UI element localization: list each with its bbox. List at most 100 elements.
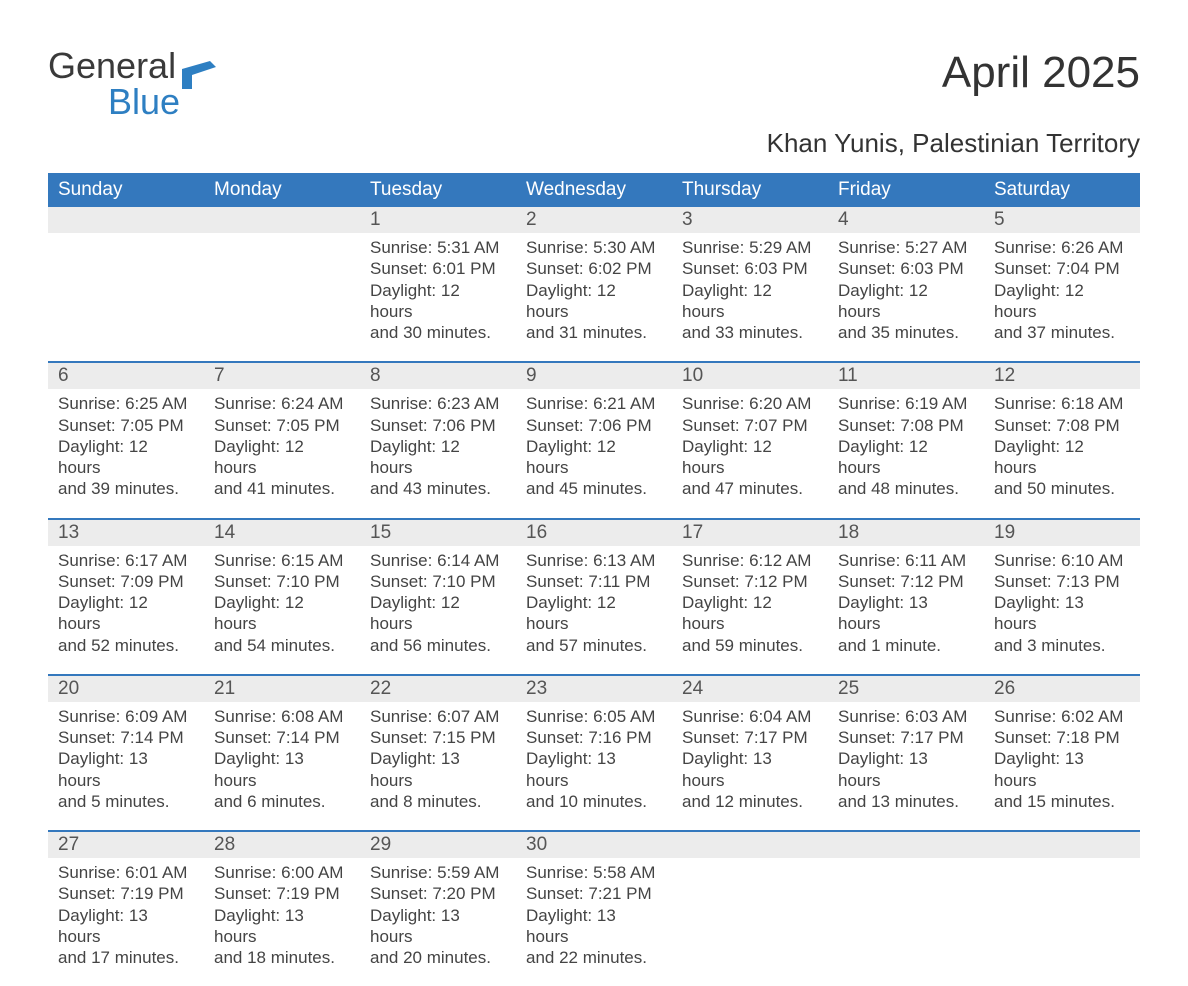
day-body: Sunrise: 6:09 AMSunset: 7:14 PMDaylight:…: [48, 702, 204, 812]
day-daylight1: Daylight: 12 hours: [526, 280, 662, 323]
day-number: [672, 832, 828, 858]
day-sunrise: Sunrise: 6:03 AM: [838, 706, 974, 727]
day-daylight1: Daylight: 12 hours: [370, 436, 506, 479]
day-sunrise: Sunrise: 6:05 AM: [526, 706, 662, 727]
day-daylight1: Daylight: 12 hours: [370, 592, 506, 635]
day-sunset: Sunset: 7:19 PM: [58, 883, 194, 904]
day-daylight1: Daylight: 13 hours: [682, 748, 818, 791]
day-cell: 6Sunrise: 6:25 AMSunset: 7:05 PMDaylight…: [48, 363, 204, 517]
weekday-header: Saturday: [984, 173, 1140, 207]
day-daylight2: and 20 minutes.: [370, 947, 506, 968]
day-sunrise: Sunrise: 6:18 AM: [994, 393, 1130, 414]
day-daylight2: and 31 minutes.: [526, 322, 662, 343]
logo-text-blue: Blue: [108, 81, 180, 122]
day-sunrise: Sunrise: 6:01 AM: [58, 862, 194, 883]
day-daylight2: and 50 minutes.: [994, 478, 1130, 499]
day-cell: 9Sunrise: 6:21 AMSunset: 7:06 PMDaylight…: [516, 363, 672, 517]
day-body: Sunrise: 5:31 AMSunset: 6:01 PMDaylight:…: [360, 233, 516, 343]
day-sunset: Sunset: 7:11 PM: [526, 571, 662, 592]
day-body: Sunrise: 6:07 AMSunset: 7:15 PMDaylight:…: [360, 702, 516, 812]
day-sunset: Sunset: 7:20 PM: [370, 883, 506, 904]
day-number: 14: [204, 520, 360, 546]
day-cell: 19Sunrise: 6:10 AMSunset: 7:13 PMDayligh…: [984, 520, 1140, 674]
day-cell: [48, 207, 204, 361]
day-daylight1: Daylight: 12 hours: [682, 280, 818, 323]
week-row: 20Sunrise: 6:09 AMSunset: 7:14 PMDayligh…: [48, 674, 1140, 830]
day-cell: 17Sunrise: 6:12 AMSunset: 7:12 PMDayligh…: [672, 520, 828, 674]
day-daylight2: and 15 minutes.: [994, 791, 1130, 812]
day-number: 15: [360, 520, 516, 546]
day-daylight1: Daylight: 12 hours: [526, 436, 662, 479]
weekday-header: Tuesday: [360, 173, 516, 207]
day-sunrise: Sunrise: 5:59 AM: [370, 862, 506, 883]
day-number: 16: [516, 520, 672, 546]
day-sunrise: Sunrise: 6:11 AM: [838, 550, 974, 571]
day-cell: [204, 207, 360, 361]
day-cell: [672, 832, 828, 986]
day-daylight2: and 8 minutes.: [370, 791, 506, 812]
day-daylight1: Daylight: 13 hours: [838, 592, 974, 635]
day-number: 10: [672, 363, 828, 389]
day-number: 8: [360, 363, 516, 389]
day-sunset: Sunset: 6:02 PM: [526, 258, 662, 279]
day-daylight1: Daylight: 13 hours: [214, 748, 350, 791]
day-sunrise: Sunrise: 6:23 AM: [370, 393, 506, 414]
day-cell: 5Sunrise: 6:26 AMSunset: 7:04 PMDaylight…: [984, 207, 1140, 361]
day-sunset: Sunset: 6:01 PM: [370, 258, 506, 279]
weekday-header: Wednesday: [516, 173, 672, 207]
day-daylight1: Daylight: 12 hours: [58, 592, 194, 635]
day-daylight1: Daylight: 12 hours: [58, 436, 194, 479]
day-body: Sunrise: 6:20 AMSunset: 7:07 PMDaylight:…: [672, 389, 828, 499]
day-sunset: Sunset: 7:10 PM: [370, 571, 506, 592]
day-number: 12: [984, 363, 1140, 389]
day-cell: 26Sunrise: 6:02 AMSunset: 7:18 PMDayligh…: [984, 676, 1140, 830]
day-cell: 29Sunrise: 5:59 AMSunset: 7:20 PMDayligh…: [360, 832, 516, 986]
weekday-header: Friday: [828, 173, 984, 207]
day-body: Sunrise: 6:10 AMSunset: 7:13 PMDaylight:…: [984, 546, 1140, 656]
day-number: 26: [984, 676, 1140, 702]
day-sunset: Sunset: 7:18 PM: [994, 727, 1130, 748]
day-daylight1: Daylight: 13 hours: [526, 748, 662, 791]
day-sunset: Sunset: 7:08 PM: [994, 415, 1130, 436]
day-sunset: Sunset: 6:03 PM: [838, 258, 974, 279]
day-sunrise: Sunrise: 6:17 AM: [58, 550, 194, 571]
day-body: Sunrise: 6:00 AMSunset: 7:19 PMDaylight:…: [204, 858, 360, 968]
day-sunset: Sunset: 7:06 PM: [370, 415, 506, 436]
day-daylight2: and 22 minutes.: [526, 947, 662, 968]
day-sunrise: Sunrise: 6:20 AM: [682, 393, 818, 414]
day-sunset: Sunset: 7:17 PM: [838, 727, 974, 748]
day-number: 20: [48, 676, 204, 702]
week-row: 1Sunrise: 5:31 AMSunset: 6:01 PMDaylight…: [48, 207, 1140, 361]
weeks-container: 1Sunrise: 5:31 AMSunset: 6:01 PMDaylight…: [48, 207, 1140, 986]
logo-flag-icon: [182, 61, 216, 89]
day-number: 27: [48, 832, 204, 858]
day-sunset: Sunset: 7:05 PM: [214, 415, 350, 436]
day-daylight1: Daylight: 12 hours: [682, 592, 818, 635]
day-cell: 11Sunrise: 6:19 AMSunset: 7:08 PMDayligh…: [828, 363, 984, 517]
day-cell: 15Sunrise: 6:14 AMSunset: 7:10 PMDayligh…: [360, 520, 516, 674]
day-body: Sunrise: 6:14 AMSunset: 7:10 PMDaylight:…: [360, 546, 516, 656]
week-row: 27Sunrise: 6:01 AMSunset: 7:19 PMDayligh…: [48, 830, 1140, 986]
day-body: Sunrise: 6:05 AMSunset: 7:16 PMDaylight:…: [516, 702, 672, 812]
day-daylight2: and 1 minute.: [838, 635, 974, 656]
day-body: Sunrise: 6:18 AMSunset: 7:08 PMDaylight:…: [984, 389, 1140, 499]
day-daylight2: and 56 minutes.: [370, 635, 506, 656]
day-sunrise: Sunrise: 6:12 AM: [682, 550, 818, 571]
day-body: Sunrise: 5:29 AMSunset: 6:03 PMDaylight:…: [672, 233, 828, 343]
day-body: Sunrise: 6:15 AMSunset: 7:10 PMDaylight:…: [204, 546, 360, 656]
day-sunrise: Sunrise: 6:13 AM: [526, 550, 662, 571]
day-body: Sunrise: 5:30 AMSunset: 6:02 PMDaylight:…: [516, 233, 672, 343]
day-cell: 14Sunrise: 6:15 AMSunset: 7:10 PMDayligh…: [204, 520, 360, 674]
day-daylight2: and 17 minutes.: [58, 947, 194, 968]
day-cell: 3Sunrise: 5:29 AMSunset: 6:03 PMDaylight…: [672, 207, 828, 361]
day-cell: 28Sunrise: 6:00 AMSunset: 7:19 PMDayligh…: [204, 832, 360, 986]
logo: General Blue: [48, 48, 216, 120]
day-number: [204, 207, 360, 233]
day-cell: 1Sunrise: 5:31 AMSunset: 6:01 PMDaylight…: [360, 207, 516, 361]
day-sunrise: Sunrise: 5:31 AM: [370, 237, 506, 258]
day-number: 30: [516, 832, 672, 858]
day-number: 25: [828, 676, 984, 702]
day-number: [828, 832, 984, 858]
day-body: Sunrise: 5:59 AMSunset: 7:20 PMDaylight:…: [360, 858, 516, 968]
day-daylight2: and 33 minutes.: [682, 322, 818, 343]
